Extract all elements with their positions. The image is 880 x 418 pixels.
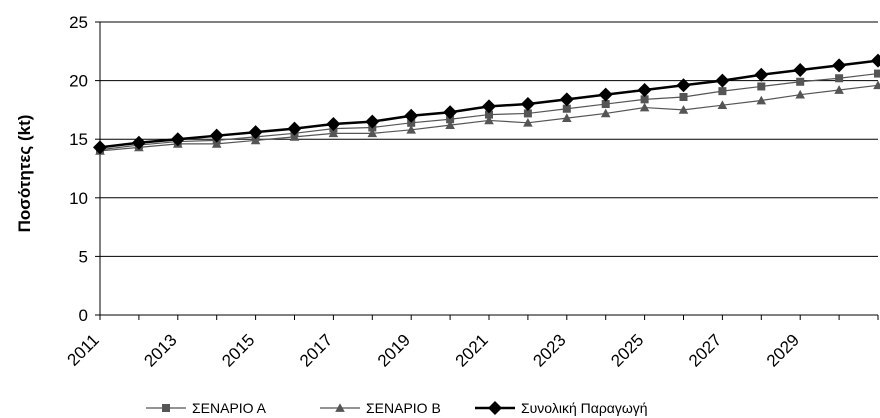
data-point [600,108,611,118]
data-point [678,105,689,114]
x-tick-label: 2017 [296,330,336,370]
data-point [639,102,650,112]
legend-marker [488,401,502,415]
legend-item: ΣΕΝΑΡΙΟ Α [146,400,267,416]
x-tick-label: 2019 [374,330,414,370]
data-point [717,100,728,110]
legend-item: Συνολική Παραγωγή [475,400,648,416]
data-point [367,128,378,138]
data-point [640,95,649,104]
data-point [598,87,613,102]
data-point [445,120,455,129]
y-tick-label: 0 [79,306,88,325]
data-point [637,82,652,97]
legend-marker [335,403,345,412]
x-tick-label: 2013 [140,330,180,370]
data-point [250,135,261,145]
data-point [523,117,533,127]
data-point [718,87,727,96]
data-point [715,73,730,88]
data-point [601,100,610,109]
data-point [485,110,493,119]
x-tick-label: 2023 [529,330,569,370]
data-point [873,80,880,90]
legend-label: ΣΕΝΑΡΙΟ Β [366,400,441,416]
data-point [248,125,263,140]
data-point [754,67,769,82]
series-group [93,53,880,155]
x-tick-label: 2025 [607,330,647,370]
data-point [757,82,766,91]
y-tick-label: 5 [79,247,88,266]
data-point [835,74,844,83]
x-tick-label: 2021 [452,330,492,370]
data-point [287,121,302,136]
data-point [404,108,419,123]
legend-marker [162,404,170,412]
data-point [211,139,222,148]
data-point [796,77,805,86]
series-3 [93,53,880,155]
data-point [365,114,380,129]
data-point [523,109,532,118]
data-point [756,95,767,105]
legend-label: ΣΕΝΑΡΙΟ Α [192,400,267,416]
data-point [834,85,844,94]
y-tick-label: 15 [69,130,88,149]
series-2 [95,80,880,155]
y-tick-label: 25 [69,13,88,32]
data-point [793,63,808,78]
data-point [443,105,458,120]
data-point [562,104,571,113]
axes [95,21,879,320]
x-tick-label: 2011 [64,330,103,369]
legend-item: ΣΕΝΑΡΙΟ Β [320,400,441,416]
x-tick-label: 2015 [218,330,258,370]
y-tick-label: 10 [69,189,88,208]
data-point [832,58,847,73]
y-axis-title: Ποσότητες (kt) [15,115,34,233]
data-point [795,89,805,99]
y-tick-labels: 0 5 10 15 20 25 [69,13,88,325]
data-point [679,93,688,102]
data-point [871,53,880,68]
data-point [406,125,416,134]
data-point [407,118,416,127]
data-point [328,128,339,138]
data-point [562,113,572,122]
legend: ΣΕΝΑΡΙΟ Α ΣΕΝΑΡΙΟ Β Συνολική Παραγωγή [146,400,648,416]
data-point [93,140,107,155]
data-point [520,97,535,112]
y-tick-label: 20 [69,72,88,91]
data-point [874,69,880,78]
data-point [170,132,185,147]
data-point [326,116,341,131]
x-tick-label: 2027 [685,330,725,370]
data-point [484,115,494,125]
data-point [209,128,224,143]
data-point [559,92,574,107]
data-point [289,132,300,141]
data-point [131,135,146,150]
x-tick-label: 2029 [763,330,803,370]
data-point [482,99,496,114]
legend-label: Συνολική Παραγωγή [521,400,648,416]
data-point [446,115,455,124]
data-point [676,78,691,93]
x-tick-labels: 2011 2013 2015 2017 2019 2021 2023 2025 2027 2029 [64,330,803,370]
